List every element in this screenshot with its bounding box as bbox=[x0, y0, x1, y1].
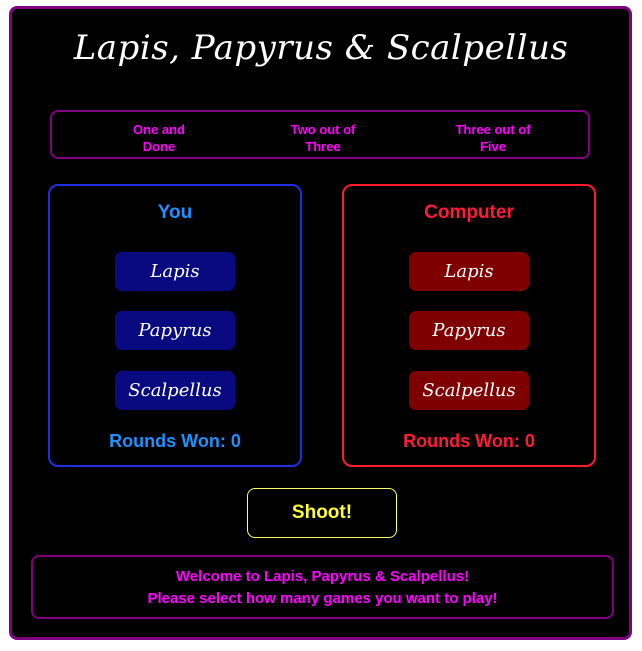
player-panel-title: You bbox=[157, 202, 193, 223]
mode-one-and-done-button[interactable]: One and Done bbox=[104, 121, 214, 155]
mode-three-out-of-five-button[interactable]: Three out of Five bbox=[438, 121, 548, 155]
status-message: Welcome to Lapis, Papyrus & Scalpellus! … bbox=[31, 555, 614, 619]
status-message-line2: Please select how many games you want to… bbox=[147, 590, 498, 607]
mode-label-line1: Three out of bbox=[455, 122, 531, 137]
computer-panel: Computer Lapis Papyrus Scalpellus Rounds… bbox=[342, 184, 596, 467]
computer-papyrus-choice: Papyrus bbox=[409, 311, 529, 350]
player-papyrus-button[interactable]: Papyrus bbox=[115, 311, 235, 350]
computer-scalpellus-choice: Scalpellus bbox=[409, 371, 529, 410]
game-mode-selector: One and Done Two out of Three Three out … bbox=[50, 110, 590, 159]
player-rounds-won: Rounds Won: 0 bbox=[109, 431, 241, 451]
player-lapis-button[interactable]: Lapis bbox=[115, 252, 235, 291]
computer-lapis-choice: Lapis bbox=[409, 252, 529, 291]
mode-label-line2: Done bbox=[142, 139, 176, 154]
mode-label-line2: Three bbox=[305, 139, 341, 154]
status-message-line1: Welcome to Lapis, Papyrus & Scalpellus! bbox=[175, 568, 470, 585]
computer-panel-title: Computer bbox=[424, 202, 514, 223]
computer-rounds-won: Rounds Won: 0 bbox=[403, 431, 535, 451]
player-scalpellus-button[interactable]: Scalpellus bbox=[115, 371, 235, 410]
mode-two-out-of-three-button[interactable]: Two out of Three bbox=[268, 121, 378, 155]
player-panel: You Lapis Papyrus Scalpellus Rounds Won:… bbox=[48, 184, 302, 467]
game-title: Lapis, Papyrus & Scalpellus bbox=[73, 28, 569, 68]
mode-label-line1: One and bbox=[132, 122, 185, 137]
mode-label-line2: Five bbox=[479, 139, 506, 154]
shoot-button[interactable]: Shoot! bbox=[247, 488, 397, 538]
mode-label-line1: Two out of bbox=[290, 122, 356, 137]
